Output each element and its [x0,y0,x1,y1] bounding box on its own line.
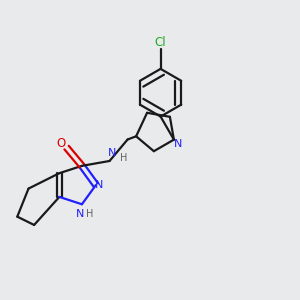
Text: Cl: Cl [155,36,167,49]
Text: N: N [108,148,116,158]
Text: N: N [95,180,103,190]
Text: H: H [86,209,94,219]
Text: H: H [120,153,128,163]
Text: N: N [76,209,85,219]
Text: N: N [174,139,182,149]
Text: O: O [56,137,66,150]
